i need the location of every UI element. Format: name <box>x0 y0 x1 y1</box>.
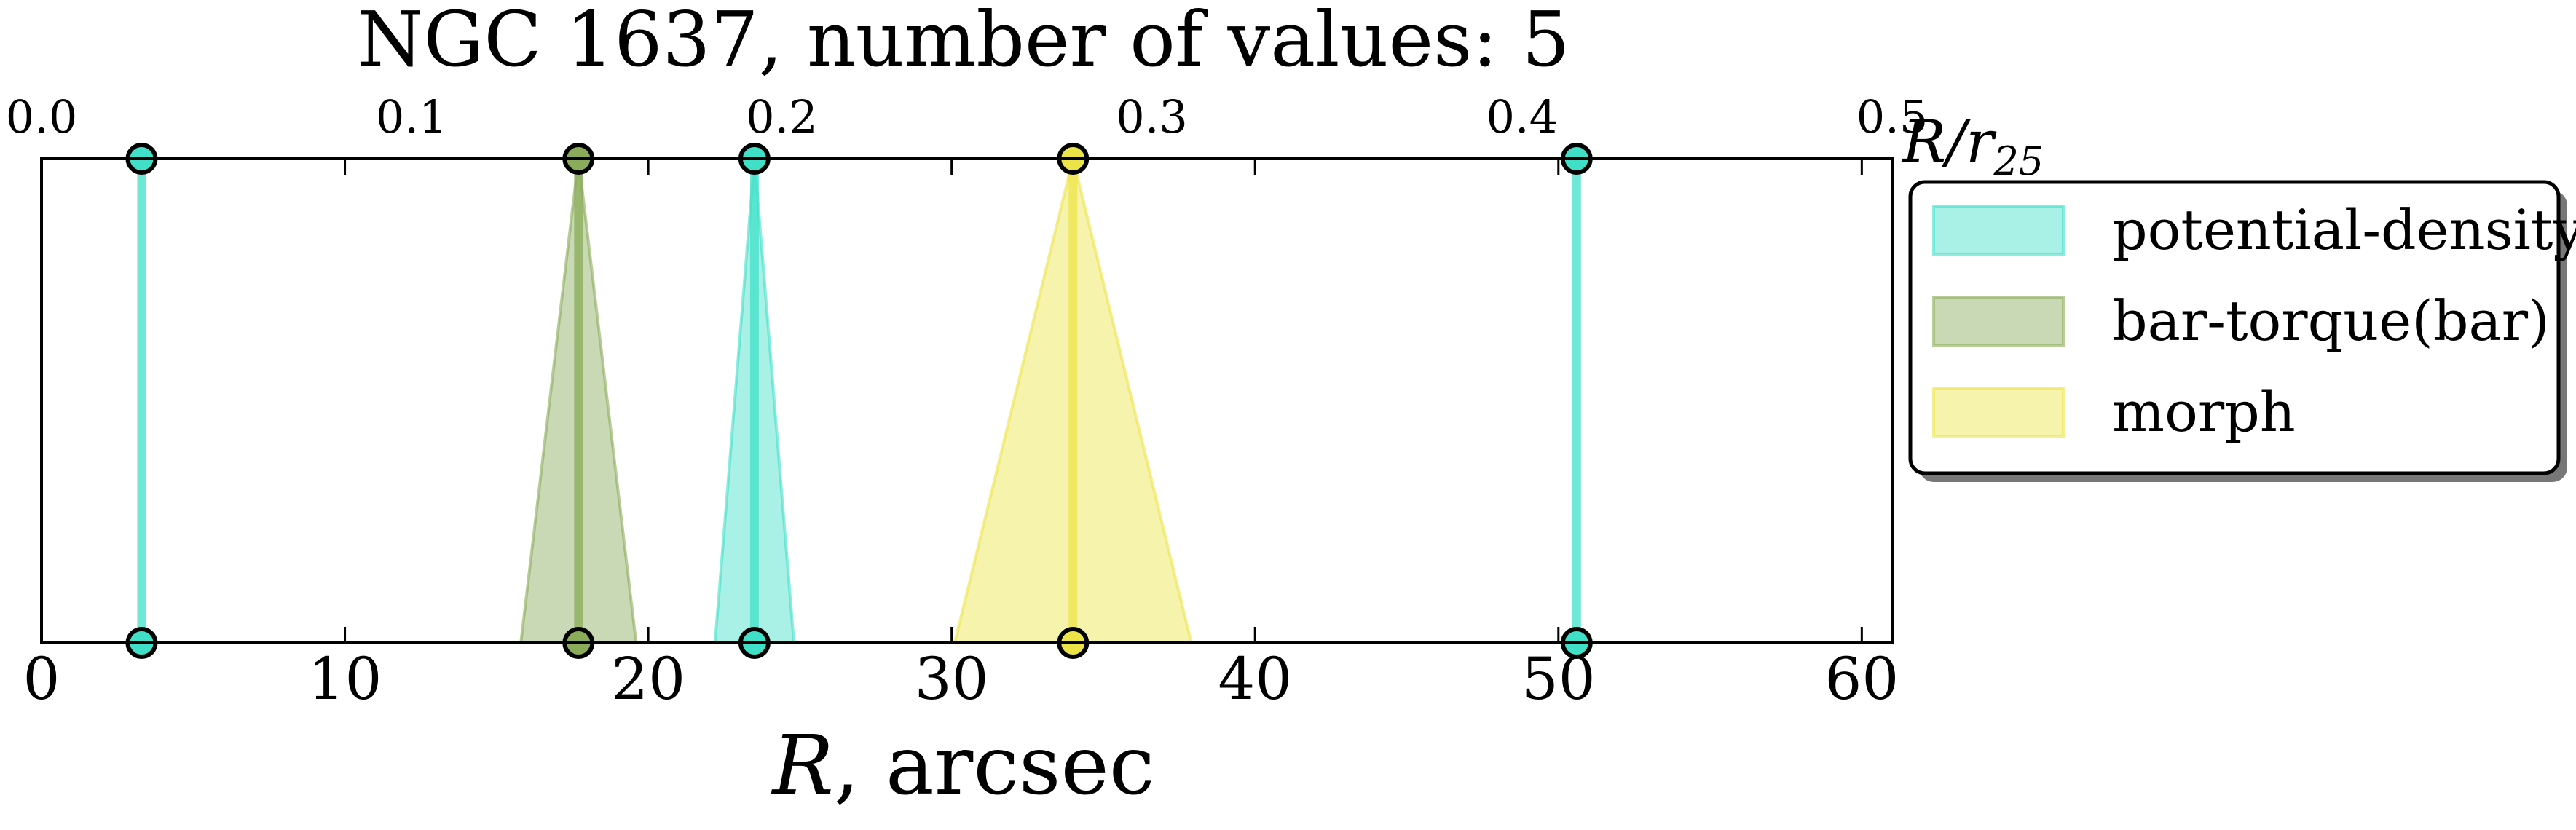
x-axis-label-variable: R <box>771 719 833 813</box>
top-tick-label: 0.3 <box>1116 90 1188 143</box>
x-tick-label: 40 <box>1218 645 1292 713</box>
x-tick-label: 0 <box>23 645 60 713</box>
top-tick-label: 0.0 <box>6 90 78 143</box>
legend: potential-density bar-torque(bar) morph <box>1908 180 2576 482</box>
top-axis-label-subscript: 25 <box>1993 138 2044 184</box>
top-tick-label: 0.5 <box>1856 90 1929 143</box>
chart-title: NGC 1637, number of values: 5 <box>357 0 1569 84</box>
legend-label: bar-torque(bar) <box>2112 288 2550 353</box>
top-axis-ticks: 0.0 0.1 0.2 0.3 0.4 0.5 <box>6 90 1929 143</box>
top-axis-label: R/r25 <box>1901 108 2044 184</box>
legend-items: potential-density bar-torque(bar) morph <box>1932 197 2576 444</box>
top-tick-label: 0.2 <box>746 90 818 143</box>
legend-swatch <box>1932 205 2065 256</box>
legend-label: potential-density <box>2112 197 2576 262</box>
legend-label: morph <box>2112 379 2296 444</box>
x-axis-label-unit: , arcsec <box>834 719 1155 813</box>
legend-swatch <box>1932 296 2065 347</box>
x-axis-label: R, arcsec <box>771 719 1154 813</box>
plot-area-frame <box>40 157 1894 644</box>
top-tick-label: 0.4 <box>1486 90 1558 143</box>
legend-box <box>1908 180 2561 475</box>
top-axis-label-main: R/r <box>1901 108 1997 175</box>
top-tick-label: 0.1 <box>376 90 448 143</box>
x-tick-label: 60 <box>1824 645 1899 713</box>
x-tick-label: 20 <box>611 645 685 713</box>
legend-swatch <box>1932 387 2065 438</box>
bottom-axis-ticks: 0 10 20 30 40 50 60 <box>23 159 1899 713</box>
x-tick-label: 10 <box>308 645 382 713</box>
x-tick-label: 30 <box>915 645 989 713</box>
data-marks <box>125 143 1593 659</box>
x-tick-label: 50 <box>1521 645 1596 713</box>
